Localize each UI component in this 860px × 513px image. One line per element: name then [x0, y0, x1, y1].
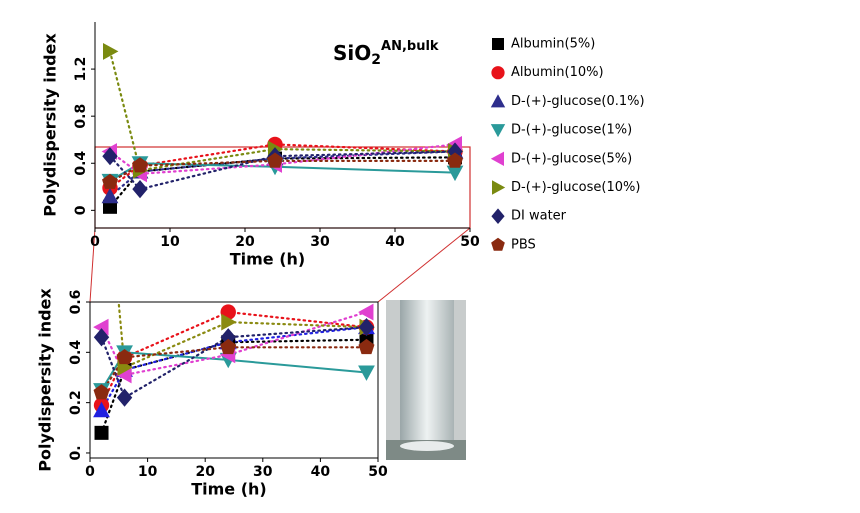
x-tick-label: 40	[311, 464, 331, 480]
marker	[358, 318, 375, 337]
x-axis-label: Time (h)	[230, 250, 306, 269]
marker	[93, 318, 109, 336]
marker	[102, 147, 118, 166]
x-tick-label: 10	[160, 234, 180, 250]
legend-label: D-(+)-glucose(1%)	[511, 123, 632, 138]
marker	[446, 165, 464, 182]
series-line	[108, 50, 457, 172]
marker	[358, 303, 374, 321]
y-tick-label: 1.2	[73, 57, 89, 82]
series-line	[100, 310, 368, 377]
legend-marker	[490, 124, 506, 138]
x-tick-label: 50	[460, 234, 480, 250]
marker	[132, 157, 148, 173]
marker	[221, 313, 237, 331]
annotation-base: SiO	[333, 41, 371, 65]
y-axis-label: Polydispersity index	[41, 33, 60, 217]
plot-area	[101, 43, 464, 214]
legend-label: D-(+)-glucose(10%)	[511, 180, 640, 195]
marker	[95, 105, 110, 122]
marker	[358, 365, 375, 381]
marker	[220, 338, 237, 355]
marker	[116, 388, 133, 407]
x-tick-label: 10	[138, 464, 158, 480]
x-tick-label: 0	[90, 234, 100, 250]
x-tick-label: 50	[368, 464, 388, 480]
legend-marker	[492, 180, 506, 195]
series-line	[100, 351, 368, 392]
x-tick-label: 20	[235, 234, 255, 250]
y-tick-label: 0.4	[68, 340, 84, 365]
marker	[101, 187, 119, 204]
series-line	[108, 143, 457, 175]
x-axis-label: Time (h)	[191, 480, 267, 499]
x-tick-label: 0	[85, 464, 95, 480]
marker	[102, 173, 118, 189]
y-tick-label: 0.6	[68, 290, 84, 315]
marker	[103, 43, 119, 60]
y-axis-label: Polydispersity index	[36, 288, 55, 472]
legend-marker	[490, 94, 506, 108]
plot-area	[93, 105, 375, 440]
marker	[116, 348, 133, 365]
series-line	[108, 143, 457, 190]
marker	[220, 328, 236, 347]
legend-marker	[490, 151, 504, 166]
y-tick-label: 0.2	[68, 390, 84, 415]
series-line	[100, 346, 368, 394]
y-tick-label: 0	[73, 205, 89, 215]
zoom-connector	[377, 227, 471, 303]
legend-marker	[491, 66, 505, 80]
legend-label: PBS	[511, 237, 536, 252]
marker	[447, 152, 463, 168]
legend-label: D-(+)-glucose(5%)	[511, 151, 632, 166]
x-tick-label: 30	[310, 234, 330, 250]
x-tick-label: 30	[253, 464, 273, 480]
x-tick-label: 20	[195, 464, 215, 480]
marker	[103, 199, 117, 214]
x-tick-label: 40	[385, 234, 405, 250]
legend-label: Albumin(10%)	[511, 65, 604, 80]
y-tick-label: 0.4	[73, 151, 89, 176]
legend-label: Albumin(5%)	[511, 37, 595, 52]
legend-marker	[492, 38, 504, 50]
annotation-sub: 2	[371, 52, 381, 68]
y-tick-label: 0.	[68, 445, 84, 460]
marker	[132, 180, 148, 199]
photo	[386, 300, 466, 460]
legend-label: DI water	[511, 209, 567, 224]
legend-marker	[491, 208, 505, 224]
marker	[94, 425, 109, 440]
series-line	[108, 159, 457, 184]
zoom-connector	[89, 227, 96, 303]
marker	[267, 152, 283, 168]
legend-label: D-(+)-glucose(0.1%)	[511, 94, 645, 109]
series-line	[100, 310, 368, 407]
marker	[116, 366, 132, 384]
marker	[93, 328, 110, 347]
marker	[93, 384, 110, 400]
legend-marker	[491, 237, 505, 251]
marker	[93, 401, 110, 418]
annotation-sup: AN,bulk	[381, 39, 439, 54]
chart-annotation: SiO2AN,bulk	[333, 39, 439, 69]
series-line	[108, 156, 457, 208]
marker	[358, 338, 375, 355]
series-line	[100, 326, 368, 400]
y-tick-label: 0.8	[73, 104, 89, 129]
